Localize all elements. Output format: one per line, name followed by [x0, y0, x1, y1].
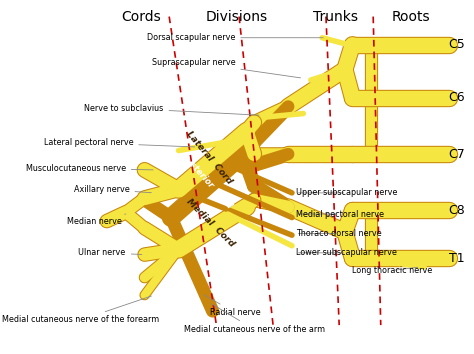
- Text: Upper subscapular nerve: Upper subscapular nerve: [296, 188, 397, 198]
- Text: Lower subscapular nerve: Lower subscapular nerve: [296, 248, 397, 257]
- Text: Roots: Roots: [392, 10, 430, 23]
- Text: Dorsal scapular nerve: Dorsal scapular nerve: [147, 33, 323, 42]
- Text: Medial cutaneous nerve of the forearm: Medial cutaneous nerve of the forearm: [2, 296, 160, 324]
- Text: Radial nerve: Radial nerve: [204, 295, 261, 317]
- Text: C5: C5: [449, 38, 465, 51]
- Text: C6: C6: [449, 91, 465, 104]
- Text: Lateral  Cord: Lateral Cord: [184, 130, 234, 186]
- Text: Thoraco dorsal nerve: Thoraco dorsal nerve: [296, 229, 382, 238]
- Text: Posterior  Cord: Posterior Cord: [180, 151, 234, 210]
- Text: Cords: Cords: [121, 10, 161, 23]
- Text: Medial pectoral nerve: Medial pectoral nerve: [296, 210, 384, 218]
- Text: Nerve to subclavius: Nerve to subclavius: [84, 104, 259, 115]
- Text: Median nerve: Median nerve: [67, 214, 126, 225]
- Text: T1: T1: [449, 252, 465, 264]
- Text: Trunks: Trunks: [313, 10, 358, 23]
- Text: Long thoracic nerve: Long thoracic nerve: [352, 266, 433, 275]
- Text: Suprascapular nerve: Suprascapular nerve: [152, 58, 301, 78]
- Text: Musculocutaneous nerve: Musculocutaneous nerve: [26, 164, 153, 173]
- Text: Divisions: Divisions: [206, 10, 268, 23]
- Text: Lateral pectoral nerve: Lateral pectoral nerve: [44, 138, 195, 147]
- Text: Axillary nerve: Axillary nerve: [74, 185, 151, 194]
- Text: Medial cutaneous nerve of the arm: Medial cutaneous nerve of the arm: [183, 304, 325, 334]
- Text: C7: C7: [449, 148, 465, 161]
- Text: C8: C8: [449, 204, 465, 217]
- Text: Ulnar nerve: Ulnar nerve: [79, 248, 142, 257]
- Text: Medial  Cord: Medial Cord: [185, 197, 237, 249]
